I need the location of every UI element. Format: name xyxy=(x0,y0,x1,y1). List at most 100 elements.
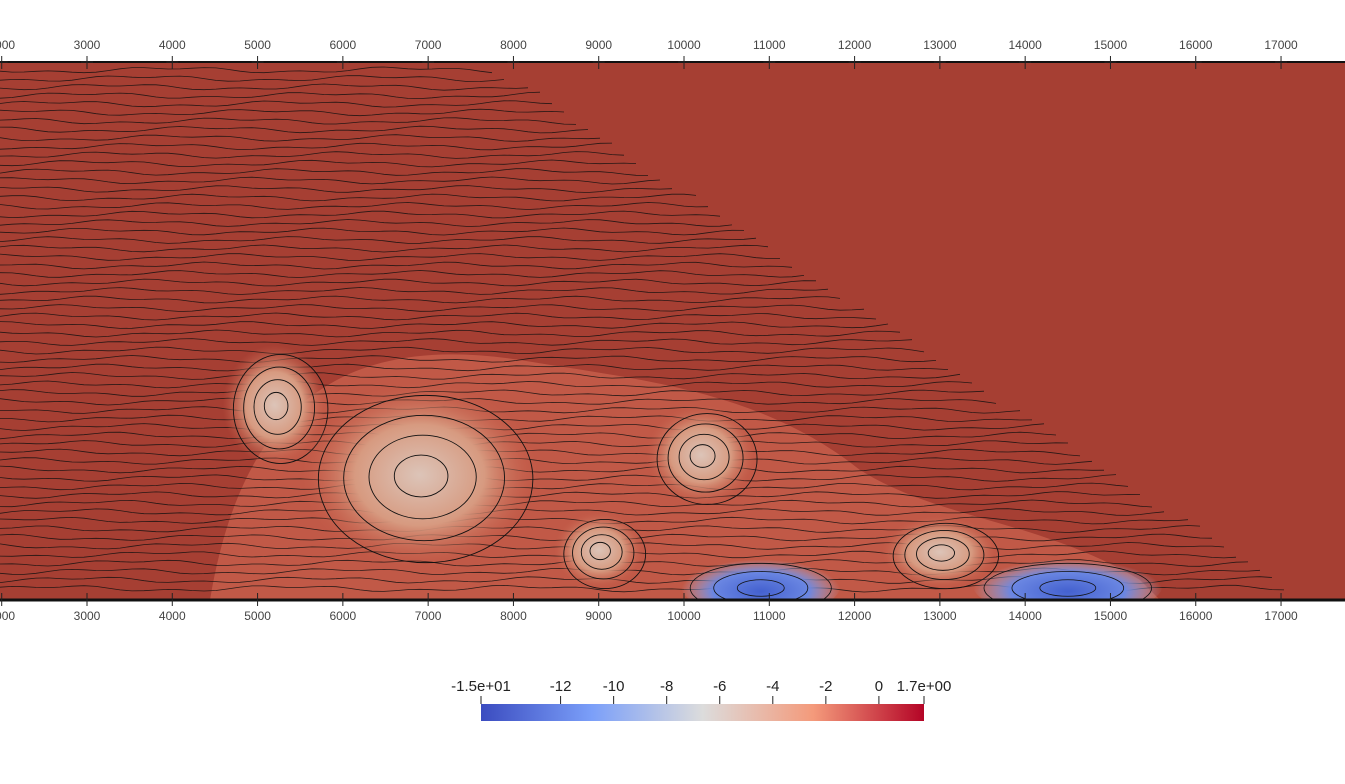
contour-line xyxy=(0,185,673,193)
vortex-contour xyxy=(253,379,302,435)
contour-line xyxy=(0,176,661,185)
cold-pool-contour xyxy=(713,571,809,600)
x-tick-label-bottom: 7000 xyxy=(415,609,442,623)
plot-area xyxy=(0,62,1345,600)
contour-line xyxy=(0,219,733,227)
contour-line xyxy=(0,474,1117,482)
contour-line xyxy=(0,346,925,355)
contour-line xyxy=(0,389,985,397)
x-tick-label-bottom: 6000 xyxy=(330,609,357,623)
contour-line xyxy=(0,168,649,176)
x-tick-label-top: 16000 xyxy=(1179,38,1213,52)
vortex-contour xyxy=(689,444,716,468)
x-tick-label-bottom: 14000 xyxy=(1008,609,1042,623)
contour-line xyxy=(0,397,997,406)
contour-line xyxy=(0,295,841,304)
x-tick-label-top: 12000 xyxy=(838,38,872,52)
colorbar: -1.5e+01 -12 -10 -8 -6 -4 -2 0 1.7e+00 xyxy=(451,678,951,721)
vortex-contour xyxy=(667,423,744,493)
x-tick-label-top: 15000 xyxy=(1094,38,1128,52)
colorbar-tick-label: -4 xyxy=(766,678,779,695)
x-tick-label-bottom: 4000 xyxy=(159,609,186,623)
colorbar-ticks: -1.5e+01 -12 -10 -8 -6 -4 -2 0 1.7e+00 xyxy=(451,678,951,704)
x-tick-label-top: 9000 xyxy=(585,38,612,52)
contour-line xyxy=(0,278,817,287)
vortex-contour xyxy=(656,413,758,505)
contour-line xyxy=(0,202,709,210)
contour-line xyxy=(0,372,961,380)
contour-line xyxy=(0,66,493,74)
contour-line xyxy=(0,482,1129,491)
contour-line xyxy=(0,508,1165,516)
x-tick-label-bottom: 10000 xyxy=(667,609,701,623)
contour-line xyxy=(0,193,697,202)
contour-line xyxy=(0,83,529,91)
cold-pool-contour xyxy=(983,562,1153,600)
x-tick-label-bottom: 5000 xyxy=(244,609,271,623)
contour-line xyxy=(0,423,1045,431)
x-tick-label-top: 7000 xyxy=(415,38,442,52)
x-tick-label-top: 14000 xyxy=(1008,38,1042,52)
x-tick-label-bottom: 9000 xyxy=(585,609,612,623)
vortex-contour xyxy=(580,534,623,570)
x-tick-label-top: 11000 xyxy=(753,38,786,52)
contour-line xyxy=(0,108,565,117)
colorbar-tick-label: -1.5e+01 xyxy=(451,678,511,695)
contour-line xyxy=(0,210,721,219)
contour-line xyxy=(0,287,829,295)
contour-line xyxy=(0,355,937,363)
vortex-contour xyxy=(904,530,985,580)
x-tick-label-bottom: 17000 xyxy=(1264,609,1298,623)
x-tick-label-top: 8000 xyxy=(500,38,527,52)
x-tick-label-top: 4000 xyxy=(159,38,186,52)
contour-line xyxy=(0,329,901,338)
contour-line xyxy=(0,100,553,108)
vortex-contour xyxy=(393,454,449,498)
vortex xyxy=(881,516,998,588)
contour-line xyxy=(0,142,613,151)
x-tick-label-bottom: 12000 xyxy=(838,609,872,623)
contour-line xyxy=(0,414,1033,423)
contour-line xyxy=(0,312,877,321)
colorbar-tick-label: -2 xyxy=(819,678,832,695)
x-tick-label-bottom: 2000 xyxy=(0,609,15,623)
x-tick-label-bottom: 11000 xyxy=(753,609,786,623)
vortex-contour xyxy=(678,433,730,481)
x-tick-label-bottom: 16000 xyxy=(1179,609,1213,623)
contour-line xyxy=(0,125,589,134)
vortex xyxy=(553,512,644,588)
contour-line xyxy=(0,253,781,261)
colorbar-tick-label: 1.7e+00 xyxy=(897,678,952,695)
cold-pool-contour xyxy=(1039,579,1097,597)
colorbar-tick-label: 0 xyxy=(875,678,883,695)
cold-pool xyxy=(680,553,841,600)
contour-line xyxy=(0,363,949,372)
contour-line xyxy=(0,91,541,100)
vortex-contour xyxy=(343,414,506,542)
contour-line xyxy=(0,270,805,278)
flow-features xyxy=(222,345,1163,600)
cold-pool-contour xyxy=(689,562,832,600)
vortex-contour xyxy=(916,537,970,571)
cold-pool-contour xyxy=(736,579,785,597)
x-tick-label-top: 13000 xyxy=(923,38,957,52)
x-tick-label-top: 2000 xyxy=(0,38,15,52)
contour-line xyxy=(0,440,1069,448)
cold-pool xyxy=(972,553,1163,600)
contour-line xyxy=(0,227,745,236)
vortex-contour xyxy=(232,354,329,464)
x-tick-label-bottom: 15000 xyxy=(1094,609,1128,623)
x-tick-label-top: 5000 xyxy=(244,38,271,52)
contour-line xyxy=(0,134,601,142)
contour-line xyxy=(0,236,757,244)
contour-line xyxy=(0,457,1093,465)
contour-line xyxy=(0,431,1057,440)
vortex xyxy=(646,405,757,505)
contour-line xyxy=(0,499,1153,508)
x-tick-label-bottom: 13000 xyxy=(923,609,957,623)
colorbar-tick-label: -10 xyxy=(603,678,625,695)
vortex-contour xyxy=(572,526,635,580)
x-tick-label-top: 10000 xyxy=(667,38,701,52)
vortex-contour xyxy=(927,544,956,562)
